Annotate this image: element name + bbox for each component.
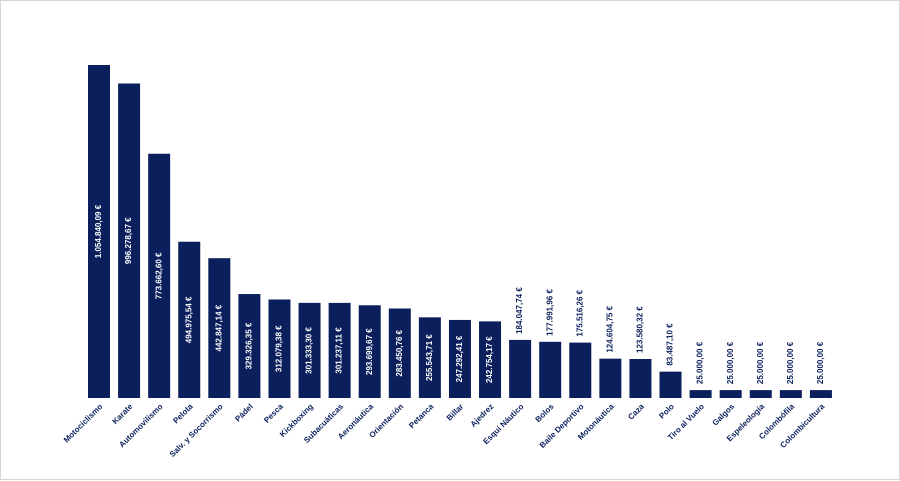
category-label: Polo — [657, 402, 676, 421]
bar-value-label: 312.079,38 € — [275, 325, 284, 372]
bar — [178, 241, 201, 398]
category-label: Ajedrez — [469, 402, 496, 429]
bar — [569, 342, 592, 398]
bar-value-label: 329.326,35 € — [245, 322, 254, 369]
bar-value-label: 83.487,10 € — [666, 323, 675, 366]
bar — [479, 321, 502, 398]
bar-value-label: 184.047,74 € — [515, 287, 524, 334]
category-label: Pelota — [171, 402, 195, 426]
bar-value-label: 996.278,67 € — [124, 217, 133, 264]
bar — [689, 390, 712, 398]
category-label: Bolos — [534, 402, 556, 424]
bar — [208, 258, 231, 398]
bar — [88, 65, 110, 398]
category-label: Pádel — [233, 402, 254, 423]
bar — [418, 317, 441, 398]
bar-value-label: 242.754,17 € — [485, 336, 494, 383]
bar — [719, 390, 742, 398]
bar — [358, 305, 381, 398]
bar — [599, 358, 622, 398]
bar — [388, 308, 411, 398]
bar-value-label: 175.516,26 € — [575, 289, 584, 336]
bar — [298, 302, 321, 398]
bar-value-label: 301.237,11 € — [335, 327, 344, 374]
bar — [749, 390, 772, 398]
category-label: Motociclismo — [62, 402, 105, 445]
bar-value-label: 494.975,54 € — [184, 296, 193, 343]
bar — [629, 358, 652, 398]
category-label: Caza — [626, 402, 646, 422]
bar — [539, 341, 562, 398]
bar-value-label: 255.543,71 € — [425, 334, 434, 381]
bar-value-label: 25.000,00 € — [756, 341, 765, 384]
bar — [809, 390, 832, 398]
bar-value-label: 442.847,14 € — [214, 304, 223, 351]
bar-value-label: 293.699,67 € — [365, 328, 374, 375]
bar — [148, 153, 171, 398]
bar-value-label: 247.292,41 € — [455, 335, 464, 382]
bar-value-label: 25.000,00 € — [816, 341, 825, 384]
bar — [118, 83, 141, 399]
category-label: Salv. y Socorrismo — [168, 402, 225, 459]
bar-value-label: 283.450,76 € — [395, 329, 404, 376]
bar — [448, 319, 471, 398]
bar — [238, 294, 261, 398]
bar — [779, 390, 802, 398]
category-label: Billar — [445, 402, 466, 423]
bar-value-label: 25.000,00 € — [726, 341, 735, 384]
bar-value-label: 301.333,30 € — [305, 327, 314, 374]
bar-value-label: 25.000,00 € — [786, 341, 795, 384]
bar — [509, 339, 532, 398]
category-label: Petanca — [407, 402, 435, 430]
bar-value-label: 1.054.840,09 € — [94, 204, 103, 258]
bar — [268, 299, 291, 398]
value-labels-layer: 1.054.840,09 € 996.278,67 € 773.662,60 € 49… — [94, 204, 825, 384]
bar-value-label: 25.000,00 € — [696, 341, 705, 384]
bars-layer — [88, 65, 832, 399]
bar-value-label: 123.580,32 € — [636, 306, 645, 353]
category-label: Galgos — [711, 402, 737, 428]
bar — [328, 302, 351, 398]
bar-value-label: 177.991,96 € — [545, 289, 554, 336]
bar — [659, 371, 682, 398]
category-label: Pesca — [262, 402, 285, 425]
category-label: Karate — [111, 402, 135, 426]
bar-value-label: 124.604,75 € — [605, 305, 614, 352]
bar-value-label: 773.662,60 € — [154, 252, 163, 299]
